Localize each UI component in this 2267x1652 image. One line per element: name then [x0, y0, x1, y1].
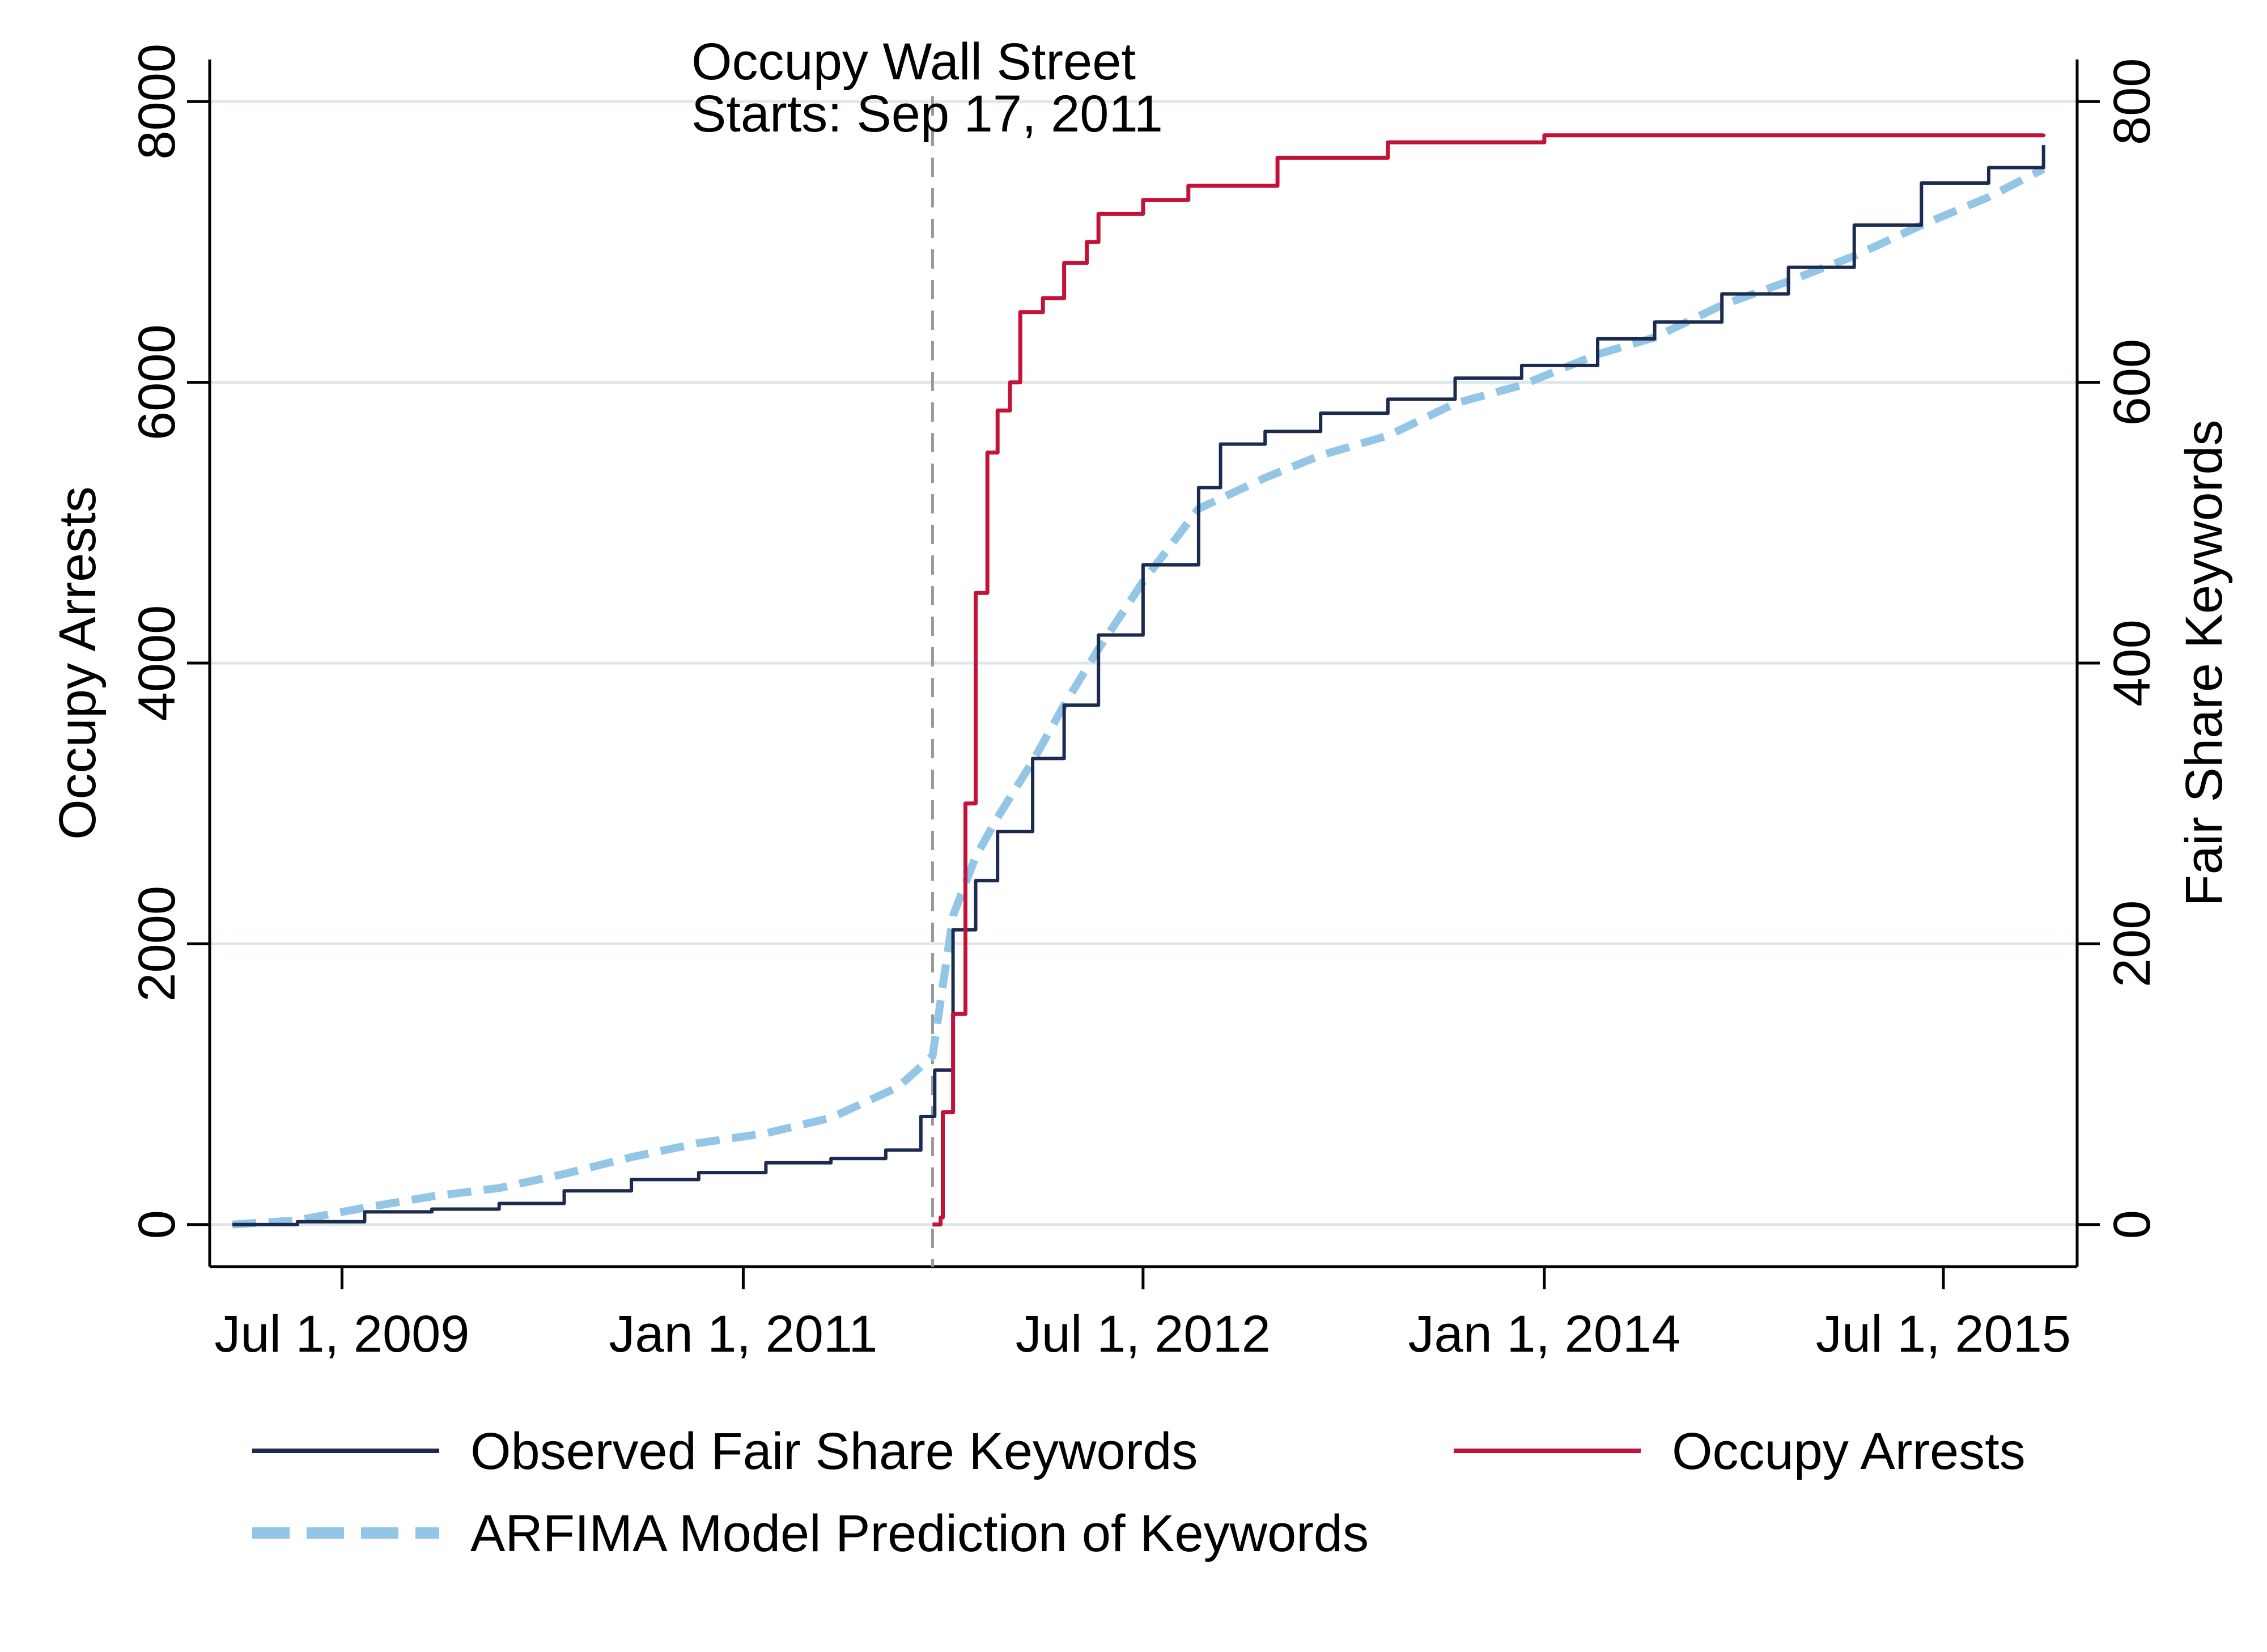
- y-left-tick-label: 2000: [128, 886, 186, 1002]
- annotation-line-1: Occupy Wall Street: [691, 33, 1136, 91]
- y-left-axis-title: Occupy Arrests: [49, 486, 107, 840]
- y-right-tick-label: 200: [2103, 901, 2161, 988]
- y-left-tick-label: 4000: [128, 605, 186, 721]
- series-line-arrests: [932, 133, 2046, 1227]
- legend-label-arrests: Occupy Arrests: [1672, 1422, 2026, 1480]
- gridlines: [210, 100, 2077, 1226]
- series-line-observed: [232, 145, 2045, 1226]
- y-left-tick-label: 8000: [128, 44, 186, 160]
- x-tick-label: Jan 1, 2014: [1408, 1305, 1680, 1363]
- x-tick-label: Jul 1, 2009: [214, 1305, 469, 1363]
- series-line-arfima: [232, 165, 2045, 1229]
- series: [232, 133, 2046, 1229]
- annotation: Occupy Wall Street Starts: Sep 17, 2011: [691, 33, 1163, 1267]
- y-left-tick-label: 0: [128, 1210, 186, 1239]
- ticks: 0 2000 4000 6000 8000 0 200 400 600 800 Jul 1, 200…: [128, 44, 2161, 1363]
- y-left-tick-label: 6000: [128, 324, 186, 440]
- y-right-axis-title: Fair Share Keywords: [2175, 420, 2233, 907]
- y-right-tick-label: 0: [2103, 1210, 2161, 1239]
- x-tick-label: Jul 1, 2012: [1016, 1305, 1271, 1363]
- annotation-line-2: Starts: Sep 17, 2011: [691, 85, 1163, 143]
- legend-label-observed: Observed Fair Share Keywords: [470, 1422, 1198, 1480]
- y-right-tick-label: 600: [2103, 339, 2161, 426]
- x-tick-label: Jul 1, 2015: [1816, 1305, 2071, 1363]
- x-tick-label: Jan 1, 2011: [609, 1305, 877, 1363]
- y-right-tick-label: 400: [2103, 619, 2161, 707]
- y-right-tick-label: 800: [2103, 58, 2161, 145]
- legend: Observed Fair Share Keywords Occupy Arre…: [252, 1422, 2026, 1562]
- legend-label-arfima: ARFIMA Model Prediction of Keywords: [470, 1505, 1369, 1562]
